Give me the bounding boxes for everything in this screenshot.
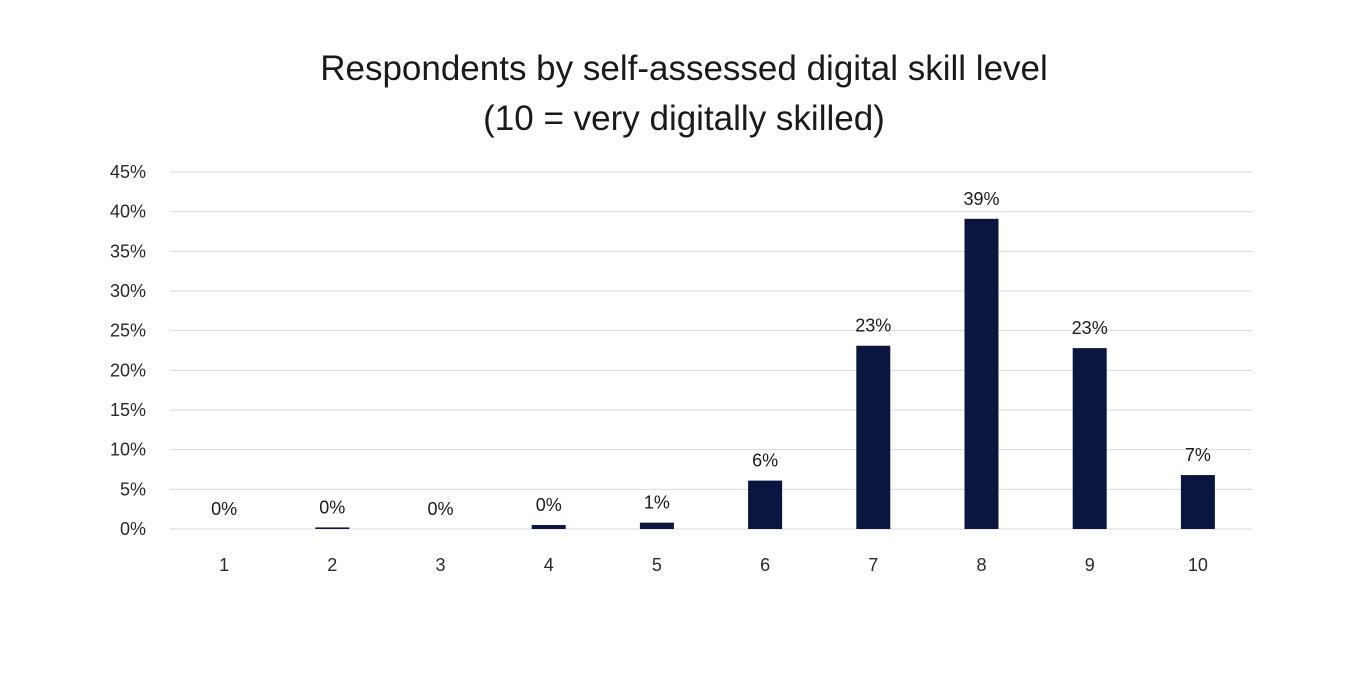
x-tick-label: 8 [976,555,986,575]
data-label: 23% [1072,318,1108,338]
bar [531,525,566,529]
data-label: 0% [536,495,562,515]
x-tick-label: 10 [1188,555,1208,575]
y-tick-label: 10% [110,440,146,460]
bar [748,480,783,529]
x-tick-label: 1 [219,555,229,575]
y-tick-label: 35% [110,241,146,261]
data-label: 39% [963,189,999,209]
x-tick-label: 4 [544,555,554,575]
x-tick-label: 9 [1085,555,1095,575]
data-label: 6% [752,451,778,471]
x-tick-label: 5 [652,555,662,575]
y-tick-label: 45% [110,162,146,182]
data-label: 1% [644,493,670,513]
data-label: 23% [855,316,891,336]
bar [856,345,891,529]
y-tick-label: 15% [110,400,146,420]
data-label: 0% [319,497,345,517]
bar [1180,475,1215,529]
x-tick-label: 2 [327,555,337,575]
chart-title: Respondents by self-assessed digital ski… [320,49,1048,88]
y-tick-label: 25% [110,321,146,341]
data-label: 0% [211,499,237,519]
x-tick-label: 3 [435,555,445,575]
x-tick-label: 7 [868,555,878,575]
y-tick-label: 5% [120,479,146,499]
y-tick-label: 0% [120,519,146,539]
y-tick-label: 30% [110,281,146,301]
data-label: 7% [1185,445,1211,465]
chart-title-block: Respondents by self-assessed digital ski… [0,44,1368,144]
y-tick-label: 40% [110,202,146,222]
bar [639,522,674,529]
data-label: 0% [427,499,453,519]
bar [964,218,999,529]
bar [315,527,350,529]
y-tick-label: 20% [110,360,146,380]
bar [1072,348,1107,529]
x-tick-label: 6 [760,555,770,575]
chart-subtitle: (10 = very digitally skilled) [483,99,885,138]
